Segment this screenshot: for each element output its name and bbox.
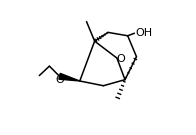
Polygon shape xyxy=(59,73,80,81)
Text: O: O xyxy=(56,75,64,85)
Text: O: O xyxy=(117,54,125,64)
Text: OH: OH xyxy=(135,28,152,38)
